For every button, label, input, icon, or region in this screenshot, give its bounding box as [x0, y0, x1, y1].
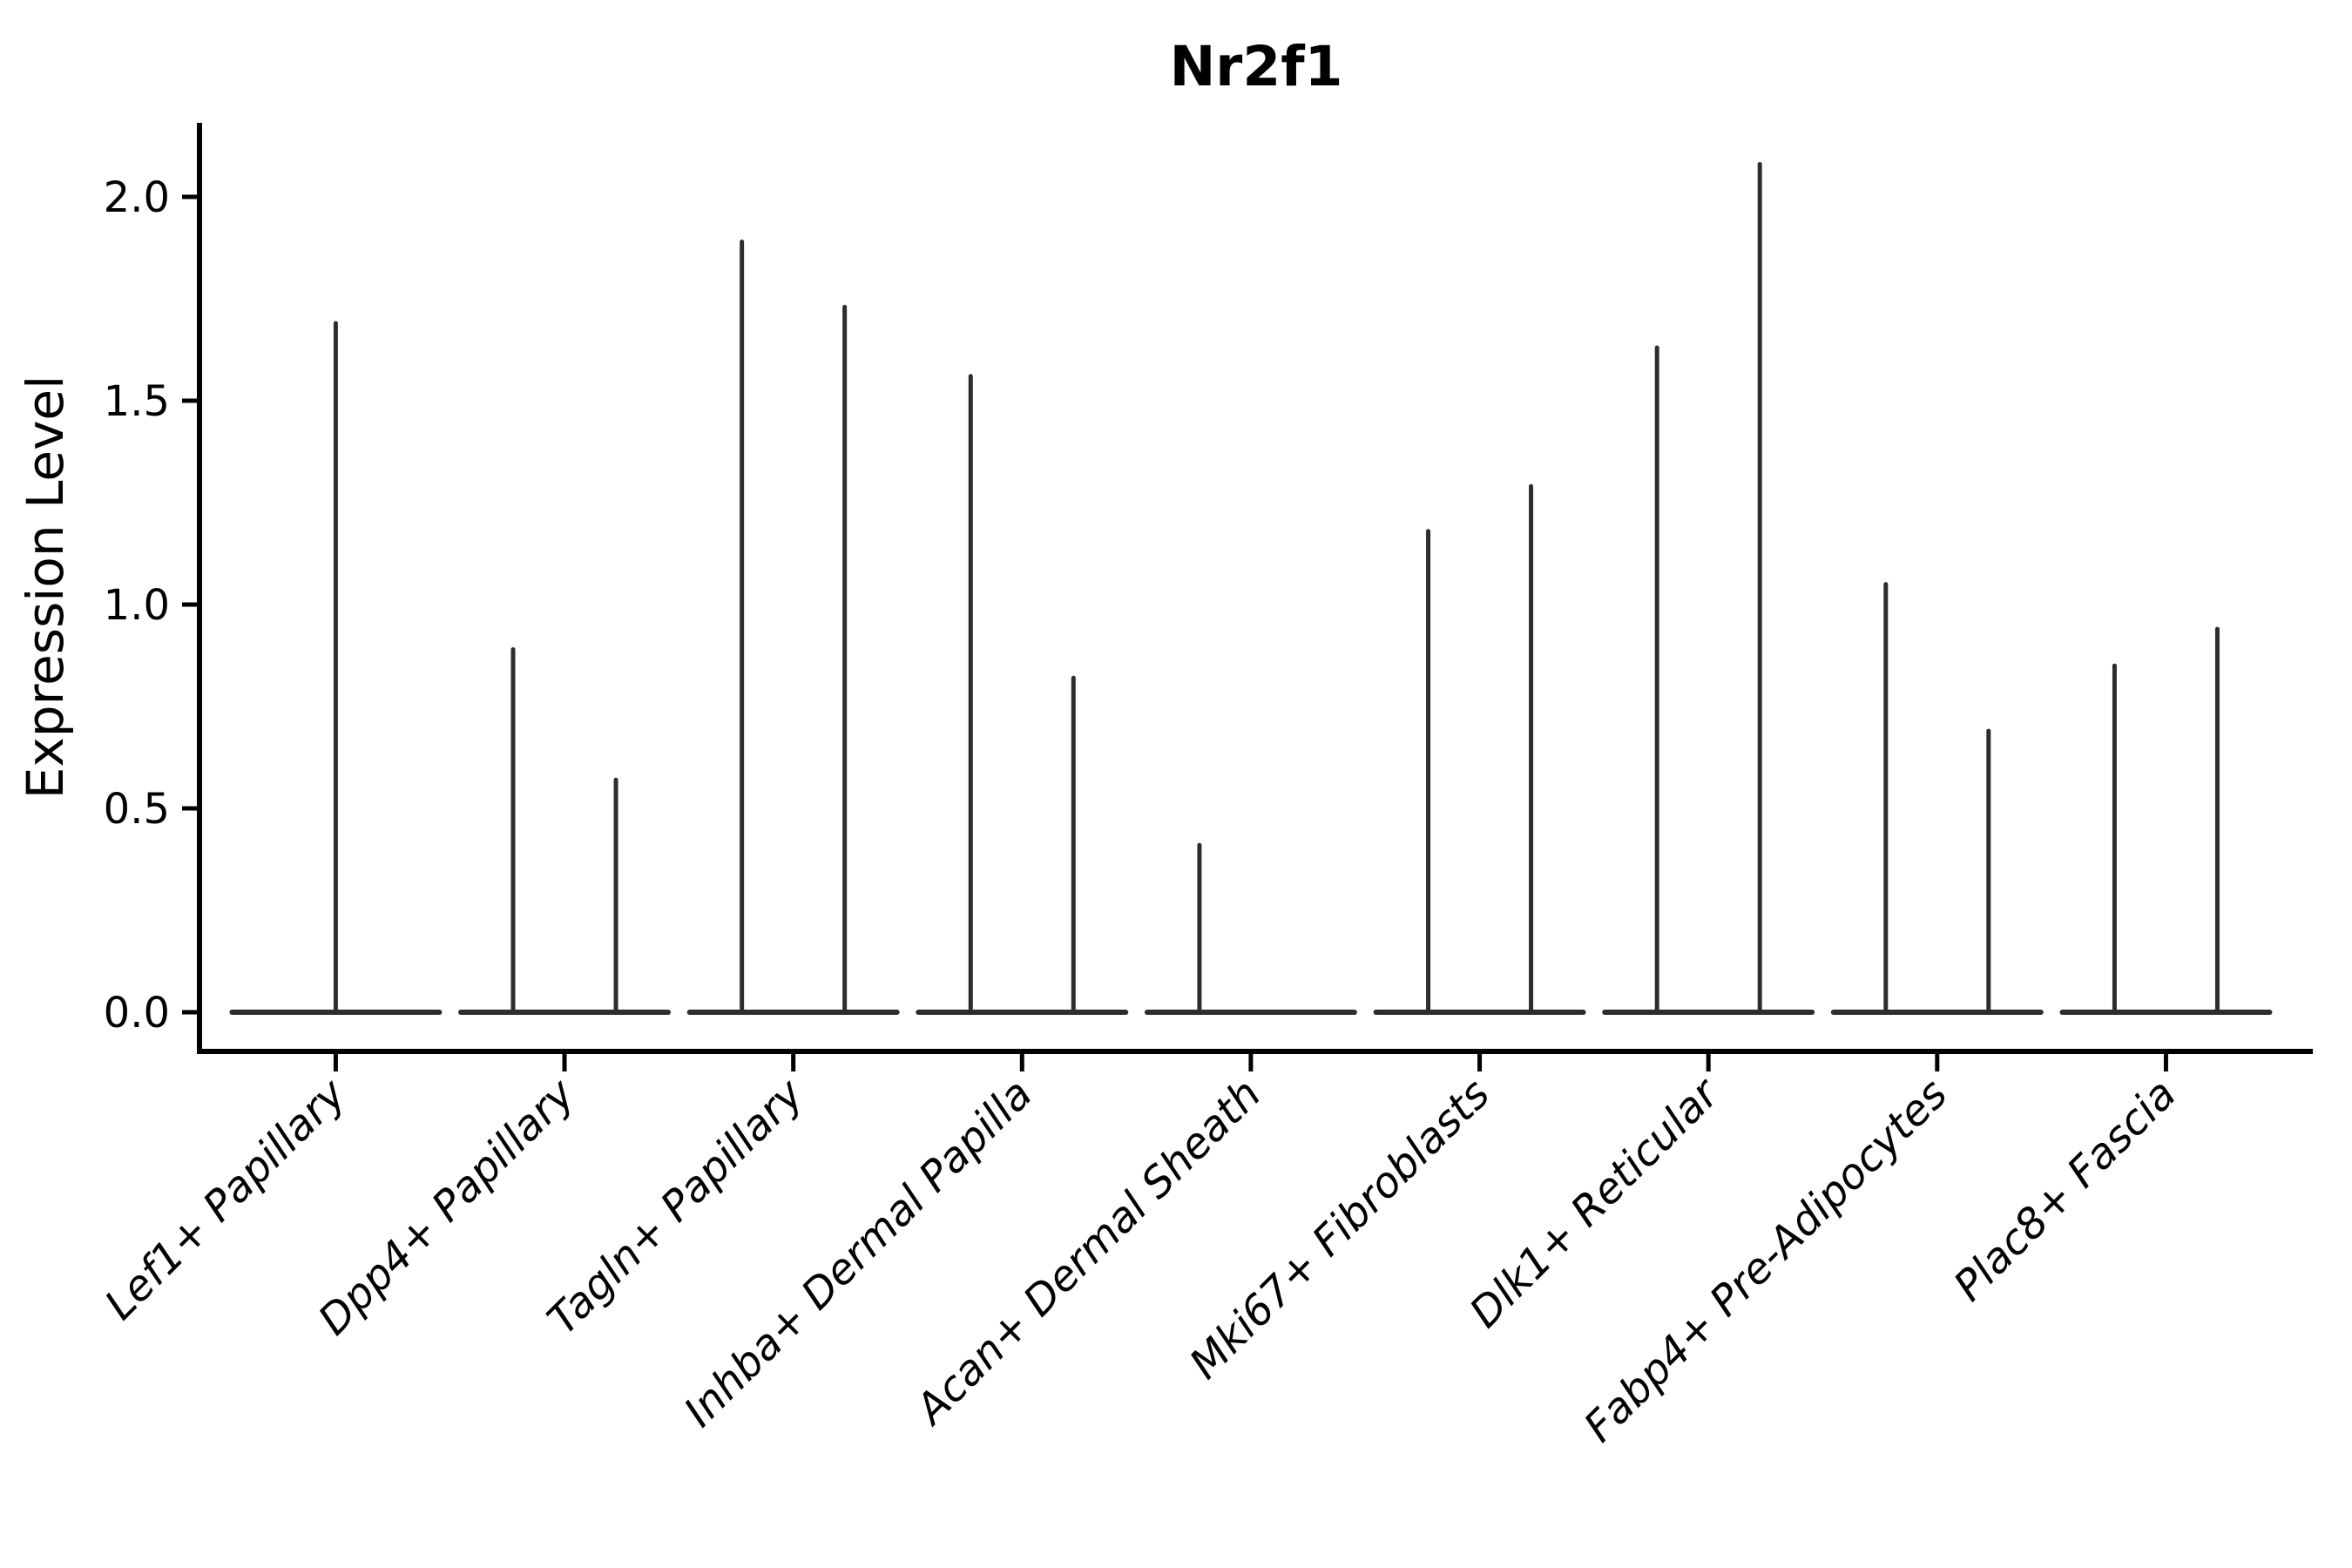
x-tick-label: Lef1+ Papillary: [96, 1069, 356, 1329]
y-tick-label: 2.0: [104, 173, 170, 222]
y-tick-label: 0.0: [104, 989, 170, 1037]
x-tick-label: Dlk1+ Reticular: [1460, 1068, 1730, 1338]
y-axis-label: Expression Level: [16, 375, 75, 799]
x-tick-label: Fabp4+ Pre-Adipocytes: [1575, 1070, 1957, 1452]
y-tick-label: 0.5: [104, 785, 170, 834]
y-tick-label: 1.0: [104, 581, 170, 630]
x-tick-label: Dpp4+ Papillary: [309, 1069, 585, 1344]
x-tick-label: Plac8+ Fascia: [1944, 1070, 2186, 1311]
chart-title: Nr2f1: [1170, 35, 1343, 98]
x-tick-label: Tagln+ Papillary: [538, 1069, 814, 1344]
y-tick-label: 1.5: [104, 377, 170, 426]
